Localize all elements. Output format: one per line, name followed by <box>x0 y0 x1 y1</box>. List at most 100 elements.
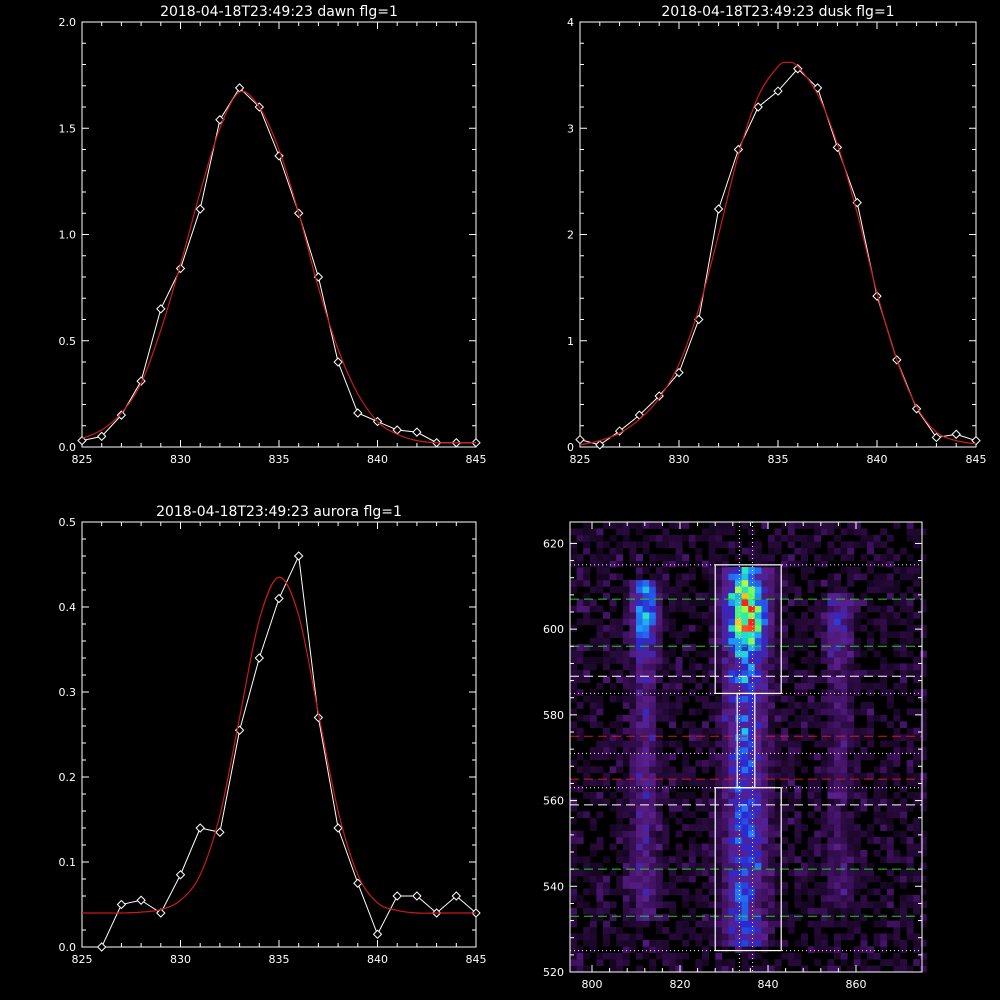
heatmap-cell <box>655 669 663 677</box>
heatmap-cell <box>622 894 630 902</box>
heatmap-cell <box>761 772 769 780</box>
heatmap-cell <box>636 522 643 529</box>
heatmap-cell <box>695 547 703 555</box>
heatmap-cell <box>814 869 822 876</box>
heatmap-cell <box>801 554 808 561</box>
heatmap-cell <box>761 920 769 928</box>
heatmap-cell <box>616 766 624 774</box>
heatmap-cell <box>768 830 775 838</box>
heatmap-cell <box>675 657 683 664</box>
heatmap-cell <box>919 952 927 960</box>
heatmap-cell <box>688 599 696 606</box>
data-point-diamond <box>353 878 363 888</box>
heatmap-cell <box>728 753 736 761</box>
heatmap-cell <box>649 573 657 581</box>
heatmap-cell <box>735 605 742 613</box>
heatmap-cell <box>708 708 716 716</box>
heatmap-cell <box>735 592 742 600</box>
heatmap-cell <box>669 554 676 561</box>
heatmap-cell <box>735 792 742 799</box>
heatmap-cell <box>781 882 789 889</box>
heatmap-cell <box>609 534 617 542</box>
heatmap-cell <box>827 650 835 658</box>
heatmap-cell <box>715 727 723 735</box>
y-tick-label: 620 <box>543 537 564 550</box>
heatmap-cell <box>820 592 828 600</box>
heatmap-cell <box>840 792 848 799</box>
heatmap-cell <box>589 695 597 703</box>
heatmap-cell <box>675 676 683 684</box>
x-tick-label: 820 <box>670 978 691 991</box>
heatmap-cell <box>919 901 927 909</box>
heatmap-cell <box>682 560 690 568</box>
heatmap-cell <box>741 644 749 651</box>
heatmap-cell <box>741 888 749 896</box>
heatmap-cell <box>603 740 610 748</box>
heatmap-cell <box>748 869 756 876</box>
heatmap-cell <box>576 869 584 876</box>
heatmap-cell <box>774 547 782 555</box>
heatmap-cell <box>570 946 577 954</box>
heatmap-cell <box>774 759 782 767</box>
heatmap-cell <box>735 817 742 825</box>
heatmap-cell <box>761 522 769 529</box>
heatmap-cell <box>834 650 841 658</box>
region-box <box>736 692 756 789</box>
heatmap-cell <box>853 914 861 921</box>
heatmap-cell <box>728 657 736 664</box>
heatmap-cell <box>675 952 683 960</box>
heatmap-cell <box>840 753 848 761</box>
heatmap-cell <box>787 952 795 960</box>
heatmap-cell <box>728 663 736 671</box>
heatmap-cell <box>735 657 742 664</box>
heatmap-cell <box>583 567 591 574</box>
heatmap-cell <box>754 785 762 793</box>
heatmap-cell <box>609 830 617 838</box>
heatmap-cell <box>781 676 789 684</box>
heatmap-cell <box>649 959 657 966</box>
heatmap-cell <box>708 663 716 671</box>
heatmap-cell <box>702 914 709 921</box>
heatmap-cell <box>781 734 789 741</box>
heatmap-cell <box>622 939 630 947</box>
heatmap-cell <box>827 631 835 639</box>
heatmap-cell <box>715 933 723 941</box>
heatmap-cell <box>847 901 855 909</box>
heatmap-cell <box>754 650 762 658</box>
heatmap-cell <box>609 843 617 851</box>
heatmap-cell <box>616 547 624 555</box>
heatmap-cell <box>827 869 835 876</box>
heatmap-cell <box>880 933 888 941</box>
heatmap-cell <box>728 702 736 709</box>
heatmap-cell <box>814 612 822 619</box>
heatmap-cell <box>781 920 789 928</box>
heatmap-cell <box>754 804 762 812</box>
heatmap-cell <box>629 920 637 928</box>
heatmap-cell <box>675 888 683 896</box>
heatmap-cell <box>748 573 756 581</box>
heatmap-cell <box>688 914 696 921</box>
heatmap-cell <box>629 612 637 619</box>
heatmap-cell <box>629 772 637 780</box>
heatmap-cell <box>649 843 657 851</box>
heatmap-cell <box>761 811 769 819</box>
heatmap-cell <box>675 920 683 928</box>
heatmap-cell <box>893 747 901 754</box>
heatmap-cell <box>616 624 624 632</box>
heatmap-cell <box>827 965 835 973</box>
heatmap-cell <box>583 862 591 870</box>
heatmap-cell <box>702 843 709 851</box>
plot-title: 2018-04-18T23:49:23 dawn flg=1 <box>160 4 398 20</box>
y-tick-label: 0.3 <box>59 686 77 699</box>
heatmap-cell <box>768 875 775 883</box>
heatmap-cell <box>642 618 650 626</box>
heatmap-cell <box>695 843 703 851</box>
heatmap-cell <box>636 663 643 671</box>
heatmap-cell <box>748 682 756 690</box>
y-tick-label: 1.0 <box>59 229 77 242</box>
heatmap-cell <box>702 959 709 966</box>
heatmap-cell <box>886 843 894 851</box>
heatmap-cell <box>576 933 584 941</box>
heatmap-cell <box>715 824 723 831</box>
heatmap-cell <box>662 657 670 664</box>
